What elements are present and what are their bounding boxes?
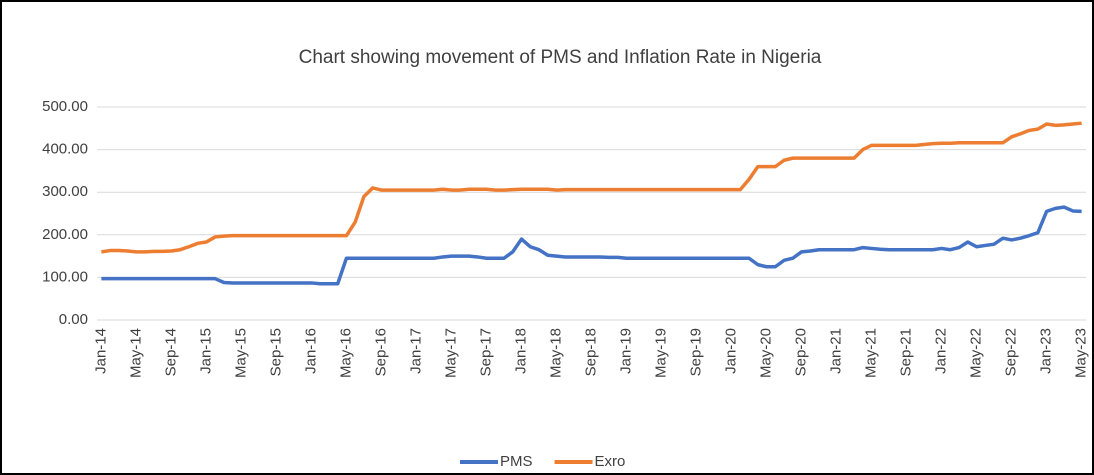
chart-title: Chart showing movement of PMS and Inflat… [299,47,822,68]
y-tick-label: 100.00 [42,268,88,285]
legend-label: Exro [595,453,626,470]
x-tick-label: May-17 [442,328,459,378]
x-tick-label: Jan-19 [617,328,634,374]
x-tick-label: May-23 [1073,328,1090,378]
x-tick-label: Sep-18 [582,328,599,376]
x-tick-label: Jan-15 [197,328,214,374]
x-tick-label: Sep-21 [898,328,915,376]
x-tick-label: Sep-14 [162,328,179,376]
y-tick-label: 400.00 [42,141,88,158]
series-line [101,205,1082,286]
x-tick-label: May-14 [127,328,144,378]
x-tick-label: May-15 [232,328,249,378]
x-tick-label: Sep-15 [267,328,284,376]
x-tick-label: May-16 [337,328,354,378]
y-tick-label: 500.00 [42,98,88,115]
x-tick-label: Sep-17 [477,328,494,376]
y-tick-label: 300.00 [42,183,88,200]
x-tick-label: Jan-16 [302,328,319,374]
x-tick-label: Jan-17 [407,328,424,374]
x-tick-label: May-19 [652,328,669,378]
x-tick-label: Sep-22 [1003,328,1020,376]
x-tick-label: May-20 [758,328,775,378]
series-line [101,121,1082,254]
y-tick-label: 0.00 [59,311,88,328]
legend-label: PMS [500,453,533,470]
x-tick-label: May-22 [968,328,985,378]
x-tick-label: Sep-20 [793,328,810,376]
x-tick-label: Sep-19 [687,328,704,376]
x-tick-label: Jan-22 [933,328,950,374]
x-tick-label: Jan-20 [723,328,740,374]
x-tick-label: May-21 [863,328,880,378]
x-tick-label: May-18 [547,328,564,378]
x-tick-label: Jan-18 [512,328,529,374]
x-tick-label: Jan-23 [1038,328,1055,374]
y-tick-label: 200.00 [42,226,88,243]
x-tick-label: Jan-21 [828,328,845,374]
x-tick-label: Jan-14 [92,328,109,374]
x-tick-label: Sep-16 [372,328,389,376]
